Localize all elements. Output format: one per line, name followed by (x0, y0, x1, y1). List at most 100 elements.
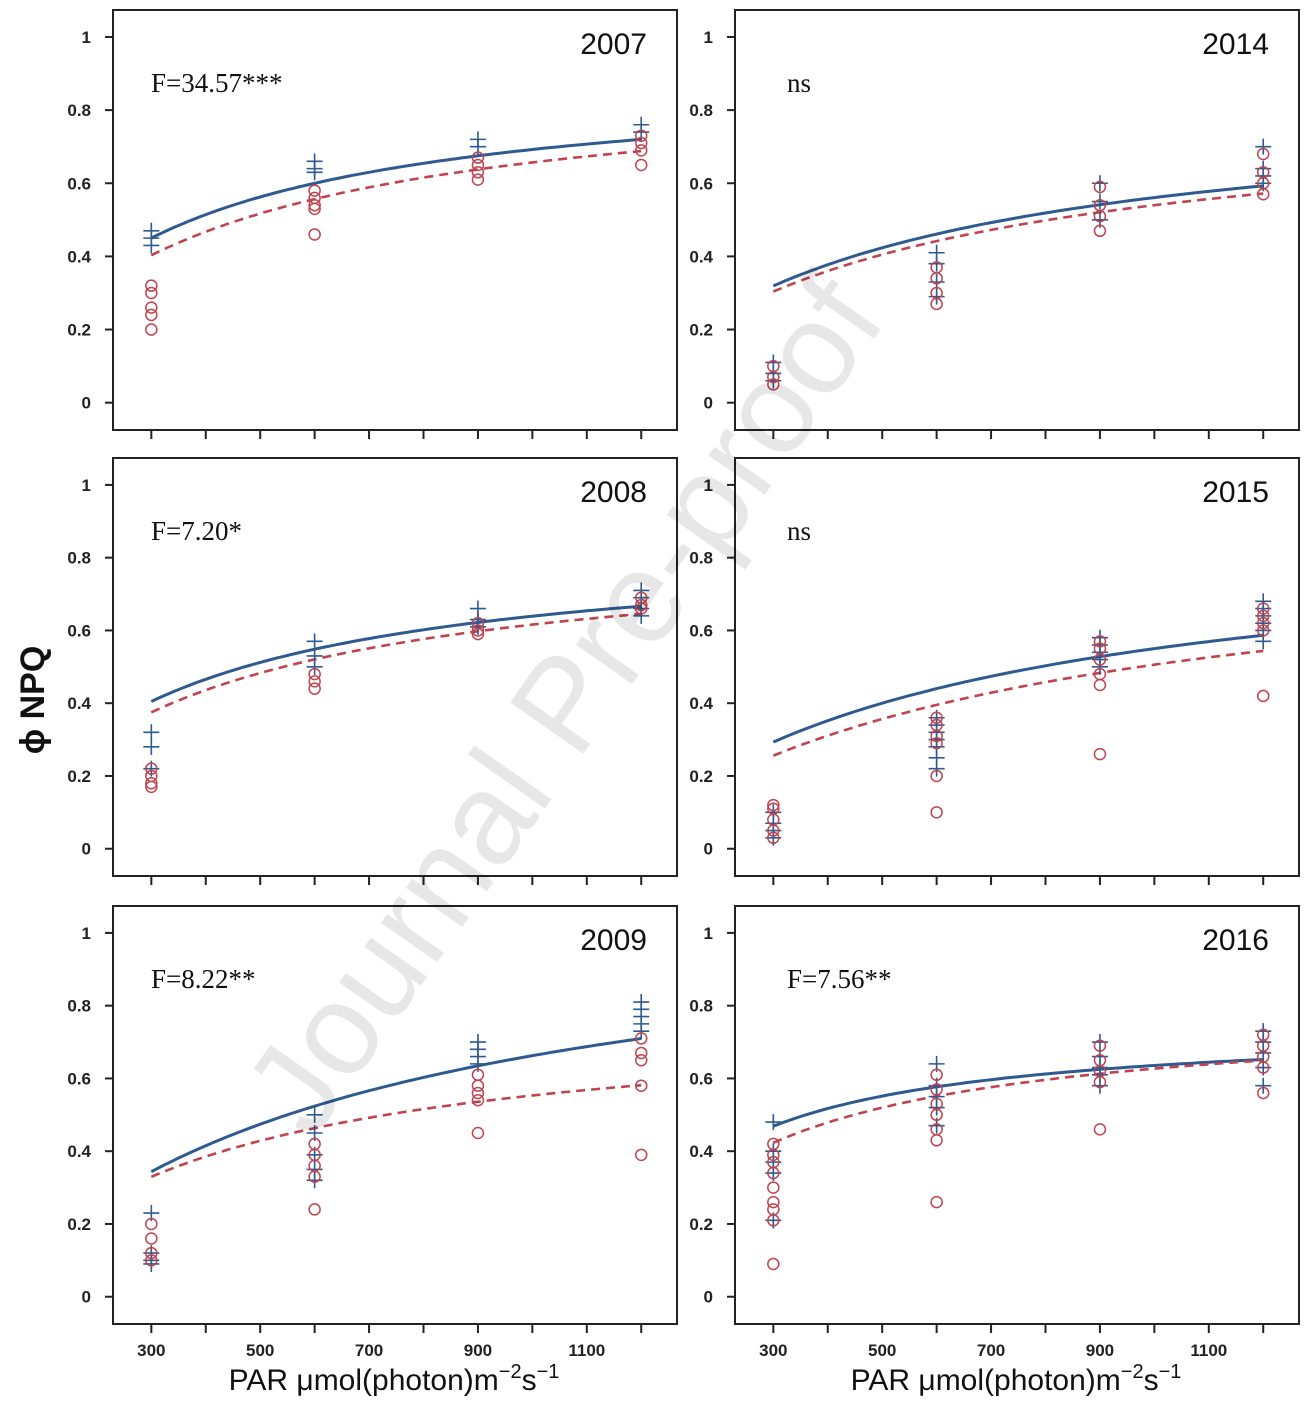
data-point-plus (765, 1114, 782, 1131)
data-point-circle (308, 228, 321, 241)
panel-2016: 0 0.2 0.4 0.6 0.8 1 300 500 700 900 1100 2016 F=7.56… (689, 905, 1300, 1360)
data-point-circle (308, 682, 321, 695)
data-point-circle (1256, 689, 1270, 703)
y-tick-label: 0.4 (689, 247, 713, 266)
data-point-circle (308, 675, 321, 688)
x-tick-label: 300 (137, 1341, 165, 1360)
data-point-plus (143, 738, 160, 755)
data-point-circle (1093, 678, 1107, 692)
data-point-circle (634, 1032, 648, 1045)
y-tick-label: 0.2 (689, 767, 713, 786)
y-tick-label: 0.6 (689, 174, 713, 193)
x-tick-label: 500 (246, 1341, 274, 1360)
data-point-circle (308, 667, 321, 681)
panel-2009: 0 0.2 0.4 0.6 0.8 1 300 500 700 900 1100 2009 F=8.22… (67, 905, 678, 1360)
data-point-circle (634, 1148, 648, 1162)
data-point-plus (928, 760, 945, 777)
panel-2007: 0 0.2 0.4 0.6 0.8 1 2007 F=34.57*** (67, 9, 678, 439)
data-point-circle (930, 806, 943, 819)
data-point-plus (1255, 138, 1272, 155)
y-axis-title: ϕ NPQ (14, 646, 52, 755)
data-point-circle (1256, 1061, 1270, 1074)
data-point-circle (930, 1195, 943, 1209)
data-point-circle (308, 202, 321, 216)
y-tick-label: 0.8 (67, 101, 91, 120)
y-tick-label: 0.8 (689, 101, 713, 120)
x-tick-label: 1100 (1190, 1341, 1227, 1360)
data-point-plus (928, 288, 945, 305)
data-point-circle (634, 129, 648, 142)
fit-curve-plus (150, 1037, 642, 1174)
y-tick-label: 0.4 (67, 694, 91, 713)
data-point-circle (634, 144, 648, 157)
y-tick-label: 1 (704, 924, 713, 943)
data-point-circle (930, 1083, 943, 1096)
y-tick-label: 0.2 (67, 1215, 91, 1234)
data-point-plus (469, 618, 486, 635)
data-point-circle (1093, 209, 1107, 223)
fit-curve-plus (772, 1058, 1264, 1128)
x-tick-label: 300 (759, 1341, 787, 1360)
data-point-circle (471, 1126, 485, 1140)
y-tick-label: 0.6 (67, 174, 91, 193)
x-tick-label: 900 (1086, 1341, 1114, 1360)
data-point-circle (471, 624, 485, 637)
data-point-plus (306, 1172, 323, 1189)
data-point-circle (145, 776, 158, 790)
x-axis-title-mid: s (522, 1364, 537, 1397)
data-point-circle (930, 729, 943, 743)
data-point-plus (633, 1023, 650, 1040)
data-point-circle (471, 151, 485, 164)
data-point-circle (1256, 187, 1270, 201)
x-tick-label: 700 (977, 1341, 1005, 1360)
data-point-circle (767, 1257, 780, 1271)
x-axis-title-main: PAR μmol(photon)m (229, 1364, 499, 1397)
fit-curve-circle (772, 192, 1264, 293)
x-axis-title-mid: s (1144, 1364, 1159, 1397)
panel-stat-label: ns (787, 516, 811, 546)
data-point-circle (308, 184, 321, 197)
data-point-plus (1091, 1034, 1108, 1051)
x-axis-title-sup2: −1 (537, 1361, 560, 1383)
y-tick-label: 0 (704, 840, 713, 859)
x-axis-title-sup2: −1 (1159, 1361, 1182, 1383)
x-axis-title-sup1: −2 (499, 1361, 522, 1383)
panel-frame (734, 905, 1300, 1325)
panel-year-label: 2015 (1202, 476, 1269, 509)
panel-frame (734, 457, 1300, 877)
y-tick-label: 0 (704, 394, 713, 413)
data-point-circle (145, 286, 158, 300)
data-point-circle (308, 1203, 321, 1216)
y-tick-label: 1 (704, 28, 713, 47)
y-tick-label: 0.2 (67, 321, 91, 340)
data-point-circle (767, 1148, 780, 1162)
data-point-circle (1256, 616, 1270, 630)
data-point-plus (1091, 193, 1108, 210)
y-tick-label: 0.8 (689, 997, 713, 1016)
panel-stat-label: F=7.20* (151, 516, 242, 546)
x-tick-label: 1100 (568, 1341, 605, 1360)
fit-curve-plus (772, 184, 1264, 288)
data-point-circle (634, 598, 648, 612)
panel-year-label: 2007 (580, 28, 647, 61)
y-tick-label: 0.6 (67, 1069, 91, 1088)
data-point-circle (471, 158, 485, 172)
data-point-plus (143, 724, 160, 741)
data-point-circle (145, 301, 158, 314)
fit-curve-circle (772, 649, 1264, 757)
y-tick-label: 0.6 (689, 1069, 713, 1088)
panel-stat-label: F=8.22** (151, 964, 256, 994)
data-point-circle (1256, 147, 1270, 161)
data-point-circle (930, 711, 943, 725)
data-point-plus (306, 633, 323, 650)
y-tick-label: 0.8 (67, 549, 91, 568)
x-axis-title-sup1: −2 (1121, 1361, 1144, 1383)
y-tick-label: 0.8 (689, 549, 713, 568)
data-point-circle (930, 1068, 943, 1082)
data-point-circle (1093, 653, 1107, 666)
data-point-circle (767, 378, 780, 391)
panel-stat-label: F=7.56** (787, 964, 892, 994)
data-point-circle (930, 272, 943, 285)
data-point-circle (1093, 1123, 1107, 1136)
